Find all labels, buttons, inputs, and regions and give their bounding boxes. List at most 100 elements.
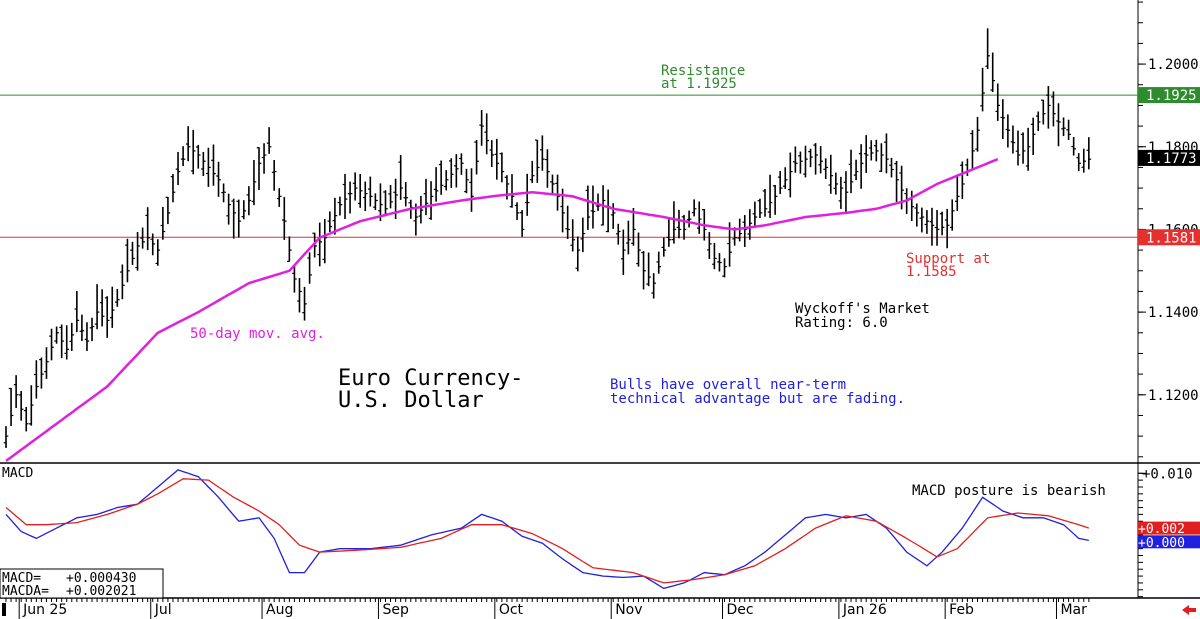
price-bar [29, 385, 34, 426]
price-bar [271, 159, 277, 191]
price-bar [949, 199, 955, 231]
price-bar [514, 202, 520, 220]
price-bar [241, 200, 247, 220]
price-bar [1010, 125, 1016, 154]
price-bar [671, 201, 677, 244]
price-bar [388, 185, 393, 209]
price-bar [322, 219, 328, 264]
month-label: Jan 26 [842, 602, 887, 618]
price-bar [686, 210, 692, 228]
support-badge-text: 1.1581 [1146, 230, 1197, 246]
price-bar [89, 317, 95, 342]
price-bar [357, 173, 363, 208]
month-labels: Jun 25 Jul Aug Sep Oct Nov Dec Jan 26 Feb Mar [22, 602, 1087, 618]
month-label: Dec [727, 602, 754, 618]
price-bar [990, 52, 995, 92]
price-bar [125, 238, 130, 283]
support-label-line1: Support at [906, 251, 990, 267]
price-bar [120, 264, 125, 300]
price-bar [858, 144, 864, 189]
price-bar [165, 196, 171, 225]
price-bar [226, 193, 231, 225]
price-bar [94, 284, 100, 330]
price-bar [23, 406, 29, 432]
price-bar [757, 198, 763, 219]
price-bar [423, 178, 429, 216]
price-bar [782, 167, 788, 189]
price-bar [722, 258, 727, 278]
price-bar [894, 160, 899, 202]
price-bar [707, 232, 712, 259]
price-bar [529, 160, 535, 184]
price-bar [54, 326, 59, 344]
price-bar [661, 237, 667, 257]
price-bar [13, 375, 19, 409]
price-bar [884, 133, 889, 174]
price-bar [160, 206, 166, 240]
price-bar [64, 325, 70, 360]
price-bar [1066, 119, 1071, 140]
price-bar [1051, 91, 1056, 127]
price-bar [74, 291, 80, 333]
price-bar [985, 28, 990, 70]
month-ticks [5, 598, 1090, 619]
zero-value-badge: +0.000 [1138, 535, 1200, 551]
price-bar [823, 158, 829, 180]
resistance-badge-text: 1.1925 [1146, 88, 1197, 104]
price-bar [34, 360, 39, 399]
price-bar [1061, 117, 1066, 137]
price-bars [3, 28, 1092, 448]
macda-readout-label: MACDA= [2, 584, 49, 599]
price-bar [762, 189, 768, 217]
price-bar [261, 143, 267, 174]
price-bar [428, 181, 434, 220]
price-bar [438, 160, 444, 195]
price-bar [292, 266, 297, 293]
price-bar [418, 195, 424, 224]
price-bar [464, 168, 469, 194]
price-bar [1071, 137, 1076, 156]
price-bar [747, 209, 753, 240]
month-label: Jun 25 [22, 602, 67, 618]
price-bar [109, 286, 115, 328]
price-bar [180, 146, 186, 167]
macda-line [5, 478, 1090, 584]
price-bar [833, 172, 839, 195]
price-bar [737, 218, 742, 242]
price-bar [342, 173, 348, 220]
price-bar [1086, 137, 1092, 170]
price-bar [828, 154, 834, 194]
price-bar [803, 145, 808, 178]
arrow-left-icon[interactable] [1182, 605, 1196, 615]
price-bar [944, 208, 950, 249]
price-bar [69, 322, 75, 351]
price-bar [287, 236, 292, 262]
price-bar [1030, 117, 1036, 155]
price-bar [631, 208, 636, 246]
resistance-badge: 1.1925 [1138, 87, 1200, 104]
price-bar [818, 146, 823, 174]
price-bar [676, 209, 682, 239]
price-bar [646, 252, 651, 287]
price-bar [378, 183, 383, 222]
month-label: Nov [615, 602, 642, 618]
price-bar [939, 211, 945, 236]
price-bar [960, 161, 965, 199]
price-bar [266, 127, 272, 154]
price-bar [772, 184, 778, 215]
price-bar [970, 130, 975, 170]
price-bar [256, 147, 262, 190]
price-bar [980, 67, 985, 112]
price-bar [373, 193, 378, 211]
price-bar [99, 289, 105, 327]
price-bar [1081, 148, 1087, 173]
price-bar [307, 252, 312, 284]
price-bar [276, 188, 282, 207]
price-bar [297, 278, 302, 313]
month-label: Aug [266, 602, 293, 618]
price-tick-label: 1.2000 [1148, 57, 1199, 73]
price-bar [919, 207, 925, 233]
month-label: Feb [949, 602, 974, 618]
price-bar [175, 152, 181, 186]
price-bar [535, 139, 540, 183]
